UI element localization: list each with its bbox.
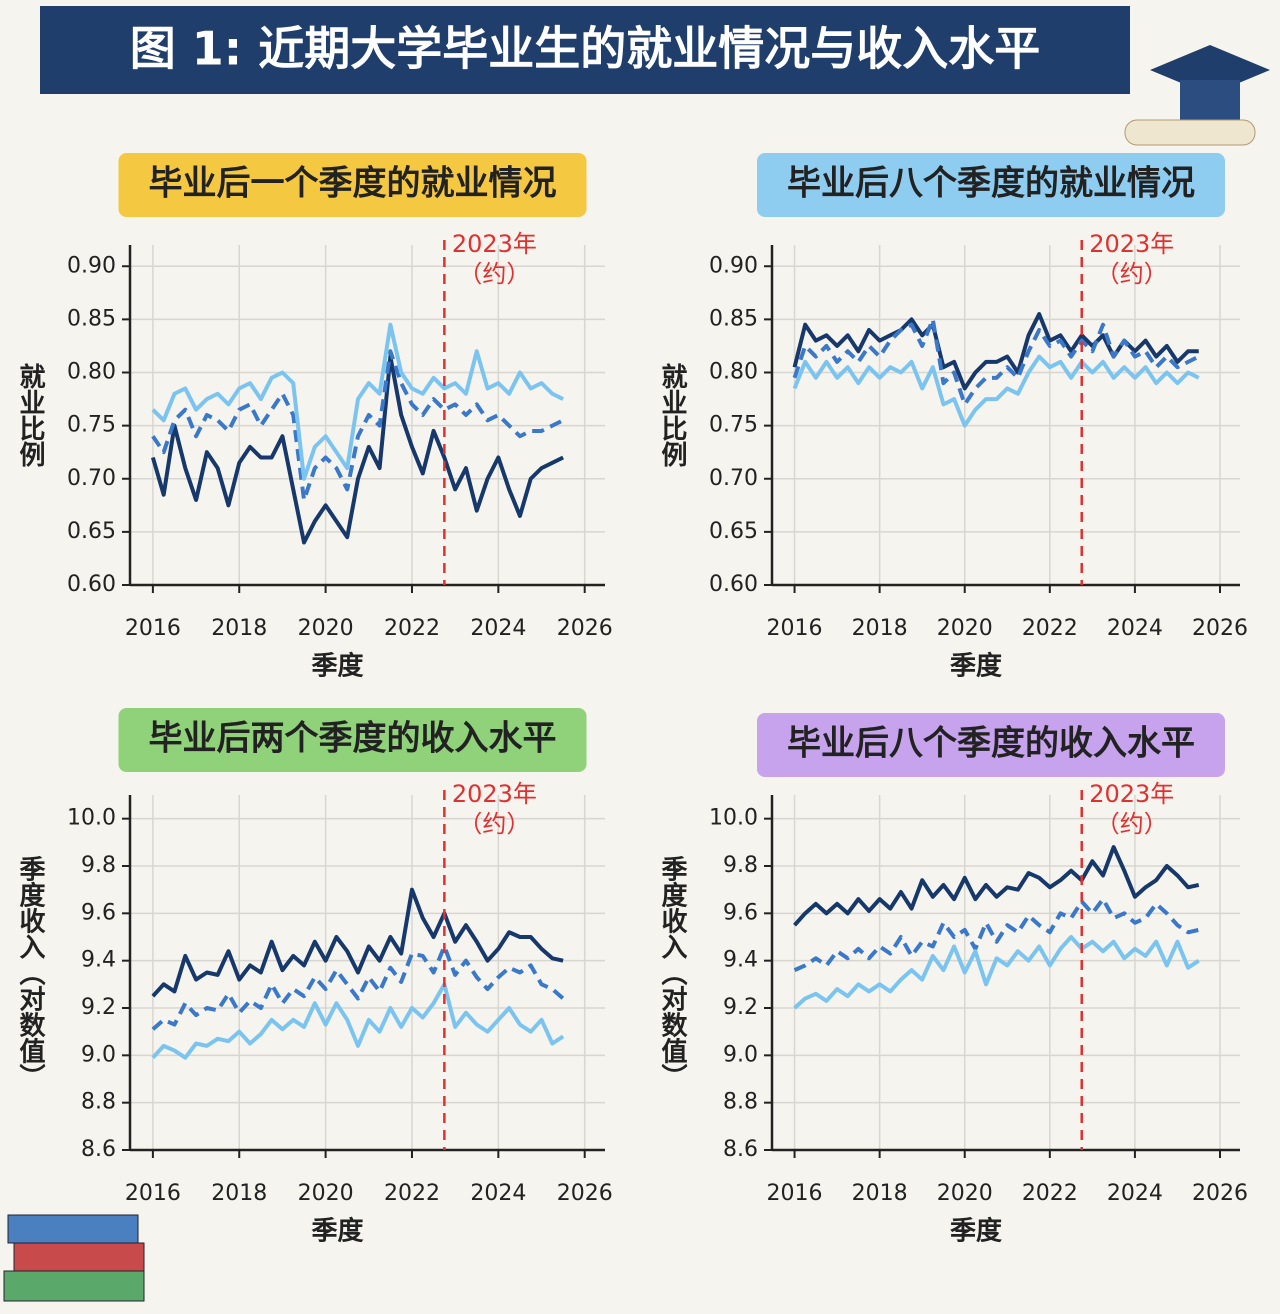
x-tick-label: 2016 <box>767 616 823 641</box>
y-tick-label: 9.4 <box>81 948 116 973</box>
x-tick-label: 2018 <box>852 1181 908 1206</box>
x-tick-label: 2022 <box>384 616 440 641</box>
x-tick-label: 2026 <box>557 616 613 641</box>
y-tick-label: 0.90 <box>709 253 758 278</box>
y-tick-label: 0.60 <box>67 572 116 597</box>
y-tick-label: 8.8 <box>723 1090 758 1115</box>
panel-title: 毕业后一个季度的就业情况 <box>149 164 557 204</box>
y-tick-label: 10.0 <box>67 806 116 831</box>
x-tick-label: 2026 <box>557 1181 613 1206</box>
x-tick-label: 2020 <box>937 616 993 641</box>
x-tick-label: 2024 <box>470 1181 526 1206</box>
series-line <box>151 944 565 1031</box>
x-tick-label: 2020 <box>298 1181 354 1206</box>
series-line <box>793 897 1200 972</box>
x-tick-label: 2018 <box>211 616 267 641</box>
y-tick-label: 9.2 <box>723 995 758 1020</box>
y-tick-label: 0.65 <box>709 519 758 544</box>
x-axis-label: 季度 <box>311 651 363 682</box>
title-banner <box>40 6 1130 94</box>
x-tick-label: 2026 <box>1192 1181 1248 1206</box>
annotation-text: （约） <box>1096 810 1168 838</box>
annotation-text: （约） <box>1096 260 1168 288</box>
series-line <box>793 845 1200 927</box>
panel-title-bg <box>757 153 1225 217</box>
annotation-text: 2023年 <box>1089 230 1174 258</box>
x-tick-label: 2016 <box>125 1181 181 1206</box>
y-tick-label: 9.2 <box>81 995 116 1020</box>
x-tick-label: 2018 <box>852 616 908 641</box>
y-tick-label: 0.70 <box>709 466 758 491</box>
y-tick-label: 9.0 <box>81 1042 116 1067</box>
panel-title-bg <box>118 153 587 217</box>
y-axis-label: 季度收入（对数值） <box>15 855 45 1089</box>
annotation-text: 2023年 <box>452 780 537 808</box>
series-line <box>151 349 564 502</box>
y-axis-label: 就业比例 <box>15 363 45 467</box>
y-tick-label: 9.8 <box>723 853 758 878</box>
y-tick-label: 0.85 <box>67 306 116 331</box>
panel-title-bg <box>118 708 587 772</box>
x-tick-label: 2022 <box>1022 1181 1078 1206</box>
y-tick-label: 0.80 <box>67 360 116 385</box>
series-line <box>150 354 564 545</box>
y-axis-label: 就业比例 <box>657 363 687 467</box>
annotation-text: 2023年 <box>452 230 537 258</box>
y-tick-label: 9.0 <box>723 1042 758 1067</box>
annotation-text: 2023年 <box>1089 780 1174 808</box>
series-line <box>151 887 564 998</box>
panel-title: 毕业后两个季度的收入水平 <box>149 719 557 759</box>
y-tick-label: 9.8 <box>81 853 116 878</box>
x-tick-label: 2018 <box>211 1181 267 1206</box>
y-tick-label: 0.75 <box>709 413 758 438</box>
y-tick-label: 0.60 <box>709 572 758 597</box>
y-tick-label: 0.65 <box>67 519 116 544</box>
x-tick-label: 2022 <box>384 1181 440 1206</box>
books-icon <box>3 1214 145 1302</box>
y-tick-label: 8.8 <box>81 1090 116 1115</box>
x-tick-label: 2016 <box>125 616 181 641</box>
panel-title: 毕业后八个季度的就业情况 <box>787 164 1195 204</box>
y-tick-label: 10.0 <box>709 806 758 831</box>
y-tick-label: 9.6 <box>723 900 758 925</box>
x-tick-label: 2024 <box>1107 1181 1163 1206</box>
x-tick-label: 2024 <box>1107 616 1163 641</box>
y-tick-label: 0.70 <box>67 466 116 491</box>
x-tick-label: 2024 <box>470 616 526 641</box>
x-axis-label: 季度 <box>950 1216 1002 1247</box>
x-tick-label: 2020 <box>937 1181 993 1206</box>
annotation-text: （约） <box>458 260 530 288</box>
x-axis-label: 季度 <box>311 1216 363 1247</box>
x-tick-label: 2020 <box>298 616 354 641</box>
y-tick-label: 8.6 <box>723 1137 758 1162</box>
main-title: 图 1: 近期大学毕业生的就业情况与收入水平 <box>130 22 1040 76</box>
panel-title: 毕业后八个季度的收入水平 <box>787 724 1195 764</box>
y-tick-label: 0.85 <box>709 306 758 331</box>
y-tick-label: 9.6 <box>81 900 116 925</box>
y-tick-label: 9.4 <box>723 948 758 973</box>
series-line <box>151 982 565 1060</box>
x-tick-label: 2026 <box>1192 616 1248 641</box>
panel-title-bg <box>757 713 1225 777</box>
series-line <box>793 935 1200 1010</box>
y-tick-label: 0.90 <box>67 253 116 278</box>
y-tick-label: 0.75 <box>67 413 116 438</box>
x-axis-label: 季度 <box>950 651 1002 682</box>
y-tick-label: 8.6 <box>81 1137 116 1162</box>
y-axis-label: 季度收入（对数值） <box>657 855 687 1089</box>
series-line <box>151 322 564 481</box>
annotation-text: （约） <box>458 810 530 838</box>
series-line <box>792 312 1199 391</box>
cap-icon <box>1124 45 1270 146</box>
x-tick-label: 2022 <box>1022 616 1078 641</box>
y-tick-label: 0.80 <box>709 360 758 385</box>
x-tick-label: 2016 <box>767 1181 823 1206</box>
series-line <box>792 317 1200 407</box>
series-line <box>792 354 1200 428</box>
